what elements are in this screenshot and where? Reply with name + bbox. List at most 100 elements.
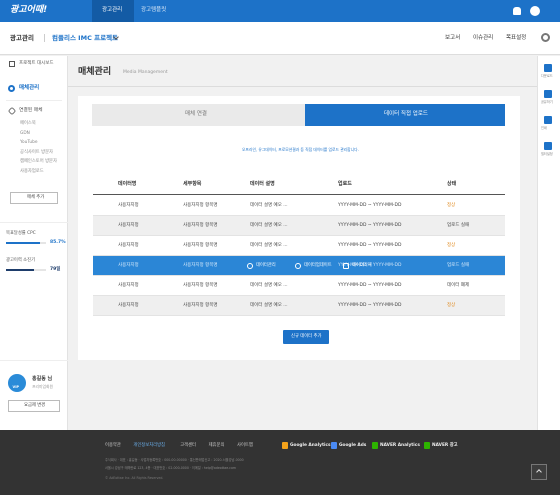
cell-status: 업로드 실패 — [447, 223, 470, 228]
footer-link[interactable]: 이용약관 — [105, 443, 121, 448]
rail-label[interactable]: 다운로드 — [541, 74, 553, 78]
header — [0, 22, 560, 55]
cell-period: YYYY-MM-DD ~ YYYY-MM-DD — [338, 303, 402, 308]
add-data-label[interactable]: 신규 데이터 추가 — [291, 334, 322, 339]
goal-value: 85.7% — [50, 240, 66, 245]
media-item[interactable]: 캠페인스토어 방문자 — [20, 159, 57, 164]
media-item[interactable]: 사용자업로드 — [20, 168, 44, 174]
footer-info: 서울시 강남구 테헤란로 123, 4층 · 대표번호 : 02-000-000… — [105, 466, 236, 470]
rail-label[interactable]: 인쇄 — [541, 126, 547, 130]
partner-icon — [331, 442, 337, 449]
partner-icon — [424, 442, 430, 449]
cell-desc: 데이터 설명 예오 ... — [250, 223, 288, 228]
rail-icon[interactable] — [544, 116, 552, 124]
top-tab[interactable]: 광고관리 — [102, 7, 123, 13]
partner: NAVER Analytics — [380, 443, 420, 448]
rail-icon[interactable] — [544, 142, 552, 150]
page-subtitle: Media Management — [123, 70, 168, 75]
column-header: 상태 — [447, 181, 457, 187]
rail-icon[interactable] — [544, 90, 552, 98]
user-name: 홍길동 님 — [32, 376, 53, 382]
copyright: © AdEottae Inc. All Rights Reserved. — [105, 476, 164, 480]
footer-link[interactable]: 고객센터 — [180, 443, 196, 448]
column-header: 세부항목 — [183, 181, 202, 187]
sep — [0, 360, 68, 361]
table-row[interactable] — [93, 216, 505, 236]
cell-detail: 사용자지정 항목명 — [183, 223, 218, 228]
table-row[interactable] — [93, 196, 505, 216]
action-icon — [247, 263, 253, 269]
row-action[interactable]: 데이터삭제 — [352, 263, 372, 268]
media-item[interactable]: 공식사이트 방문자 — [20, 149, 53, 155]
cell-detail: 사용자지정 항목명 — [183, 203, 218, 208]
add-media-label[interactable]: 매체 추가 — [27, 195, 45, 200]
media-item[interactable]: 페이스북 — [20, 121, 36, 126]
header-menu[interactable]: 목표설정 — [506, 35, 527, 41]
rail-label[interactable]: 필터설정 — [541, 152, 553, 156]
tab[interactable]: 데이터 직접 업로드 — [384, 111, 428, 117]
tab-inactive[interactable] — [92, 104, 305, 126]
cell-status: 업로드 실패 — [447, 263, 470, 268]
cell-name: 사용자지정 — [118, 203, 139, 208]
sep — [0, 222, 68, 223]
cell-detail: 사용자지정 항목명 — [183, 303, 218, 308]
header-section: 광고관리 — [10, 34, 34, 42]
cell-status[interactable]: 정상 — [447, 303, 456, 308]
cell-desc: 데이터 설명 예오 ... — [250, 283, 288, 288]
action-icon — [295, 263, 301, 269]
avatar — [8, 374, 26, 392]
cell-detail: 사용자지정 항목명 — [183, 243, 218, 248]
sidebar-item[interactable]: 매체관리 — [19, 85, 40, 91]
divider — [44, 34, 45, 42]
tab[interactable]: 매체 연결 — [185, 111, 207, 117]
settings-icon[interactable] — [541, 33, 550, 42]
media-item[interactable]: YouTube — [20, 140, 38, 145]
plan-btn[interactable] — [8, 400, 60, 412]
goal-label: 목표달성률 CPC — [6, 231, 36, 236]
scroll-top[interactable] — [531, 464, 547, 480]
tab-active[interactable] — [305, 104, 505, 126]
rail-icon[interactable] — [544, 64, 552, 72]
action-icon — [343, 263, 349, 269]
main-sep — [68, 86, 537, 87]
add-media-btn[interactable] — [10, 192, 58, 204]
cell-status[interactable]: 정상 — [447, 203, 456, 208]
footer-link[interactable]: 개인정보처리방침 — [133, 443, 166, 448]
row-action[interactable]: 데이터관리 — [256, 263, 276, 268]
partner: NAVER 광고 — [432, 443, 458, 448]
rail-label[interactable]: 공유하기 — [541, 100, 553, 104]
add-data-btn[interactable] — [283, 330, 329, 344]
partner: Google Analytics — [290, 443, 331, 448]
cell-period: YYYY-MM-DD ~ YYYY-MM-DD — [338, 243, 402, 248]
column-header: 업로드 — [338, 181, 352, 187]
header-project: 컴플리스 IMC 프로젝트 — [52, 34, 119, 42]
table-row[interactable] — [93, 296, 505, 316]
user-grade: 프리미엄회원 — [32, 384, 53, 389]
sidebar-item[interactable]: 프로젝트 대시보드 — [19, 61, 54, 66]
header-menu[interactable]: 보고서 — [445, 35, 461, 41]
table-row[interactable] — [93, 276, 505, 296]
top-tab[interactable]: 광고템플릿 — [141, 7, 167, 13]
footer — [0, 430, 560, 495]
header-menu[interactable]: 이슈관리 — [473, 35, 494, 41]
budget-value: 79일 — [50, 267, 61, 272]
cell-detail: 사용자지정 항목명 — [183, 263, 218, 268]
cell-name: 사용자지정 — [118, 223, 139, 228]
footer-link[interactable]: 사이트맵 — [237, 443, 253, 448]
table-row[interactable] — [93, 236, 505, 256]
column-header: 데이터 설명 — [250, 181, 275, 187]
footer-link[interactable]: 제휴문의 — [208, 443, 225, 448]
user-badge: VIP — [12, 385, 20, 389]
media-item[interactable]: GDN — [20, 130, 30, 136]
cell-desc: 데이터 설명 예오 ... — [250, 203, 288, 208]
cell-period: YYYY-MM-DD ~ YYYY-MM-DD — [338, 283, 402, 288]
row-action[interactable]: 데이터업데이트 — [304, 263, 332, 268]
cell-name: 사용자지정 — [118, 263, 139, 268]
plan-label[interactable]: 요금제 변경 — [24, 403, 46, 408]
cell-status[interactable]: 정상 — [447, 243, 456, 248]
partner: Google Ads — [339, 443, 367, 448]
budget-label: 광고이력 소진기 — [6, 258, 36, 263]
top-bar — [0, 0, 560, 22]
cell-period: YYYY-MM-DD ~ YYYY-MM-DD — [338, 203, 402, 208]
